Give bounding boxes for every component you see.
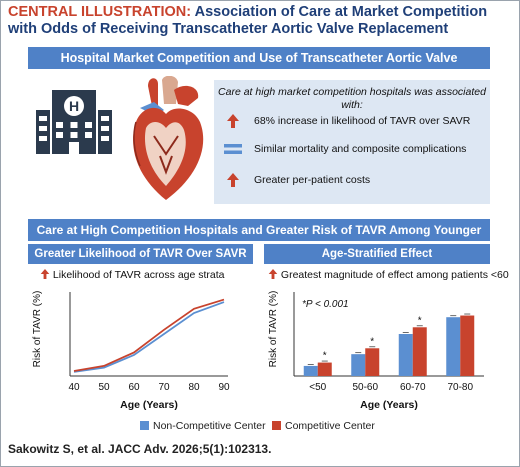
line-chart-x-tick: 60: [128, 382, 140, 393]
finding-text: Greater per-patient costs: [254, 174, 371, 186]
line-chart-x-tick: 70: [158, 382, 170, 393]
bar-competitive: [412, 327, 427, 376]
legend-label: Competitive Center: [285, 420, 375, 432]
right-chart-note: Greatest magnitude of effect among patie…: [268, 268, 509, 282]
right-chart-note-text: Greatest magnitude of effect among patie…: [280, 269, 509, 281]
bar-competitive: [317, 362, 332, 376]
legend-swatch: [272, 421, 281, 430]
left-chart-note-text: Likelihood of TAVR across age strata: [52, 269, 225, 281]
up-arrow-icon: [227, 173, 239, 187]
legend-swatch: [140, 421, 149, 430]
heart-illustration: [133, 76, 204, 200]
bar-noncompetitive: [446, 317, 461, 376]
line-chart-x-tick: 90: [218, 382, 230, 393]
findings-panel: Care at high market competition hospital…: [214, 80, 490, 204]
hospital-icon: H: [36, 90, 112, 154]
section2-banner: Care at High Competition Hospitals and G…: [28, 219, 490, 259]
line-chart: Risk of TAVR (%) 40 50 60 70 80 90 Age (Years…: [32, 291, 230, 411]
bar-chart-x-tick: 60-70: [400, 382, 426, 393]
svg-text:H: H: [69, 98, 79, 114]
bar-chart-annotation: *P < 0.001: [302, 299, 349, 310]
citation: Sakowitz S, et al. JACC Adv. 2026;5(1):1…: [8, 442, 272, 456]
equals-icon: [224, 144, 242, 154]
bar-noncompetitive: [351, 354, 366, 376]
legend-item-competitive: Competitive Center: [272, 420, 375, 432]
legend-item-noncompetitive: Non-Competitive Center: [140, 420, 266, 432]
up-arrow-icon: [40, 269, 50, 279]
bar-competitive: [365, 348, 380, 376]
bar-chart-x-tick: 50-60: [352, 382, 378, 393]
line-chart-x-tick: 50: [98, 382, 110, 393]
figure-title: CENTRAL ILLUSTRATION: Association of Car…: [8, 4, 508, 38]
line-chart-x-tick: 80: [188, 382, 200, 393]
title-label: CENTRAL ILLUSTRATION:: [8, 4, 192, 20]
up-arrow-icon: [268, 269, 278, 279]
bar-chart-x-tick: 70-80: [447, 382, 473, 393]
significance-marker: *: [370, 336, 374, 347]
left-chart-title: Greater Likelihood of TAVR Over SAVR: [28, 244, 253, 264]
bar-noncompetitive: [398, 334, 413, 376]
bar-chart-xlabel: Age (Years): [360, 399, 418, 411]
left-chart-note: Likelihood of TAVR across age strata: [40, 268, 225, 282]
bar-competitive: [460, 315, 475, 376]
line-series-noncompetitive: [73, 301, 225, 373]
bar-chart-x-tick: <50: [309, 382, 326, 393]
line-chart-ylabel: Risk of TAVR (%): [32, 291, 43, 368]
bar-chart: *P < 0.001 Risk of TAVR (%) * <50 * 50-60 * 6…: [268, 291, 484, 411]
section1-banner: Hospital Market Competition and Use of T…: [28, 47, 490, 87]
finding-text: Similar mortality and composite complica…: [254, 143, 467, 155]
up-arrow-icon: [227, 114, 239, 128]
finding-text: 68% increase in likelihood of TAVR over …: [254, 115, 471, 127]
line-series-competitive: [73, 298, 225, 372]
bar-chart-ylabel: Risk of TAVR (%): [268, 291, 279, 368]
right-chart-title: Age-Stratified Effect: [264, 244, 490, 264]
bar-noncompetitive: [303, 365, 318, 376]
title-text: Association of Care at Market Competitio…: [8, 4, 488, 37]
legend-label: Non-Competitive Center: [153, 420, 266, 432]
line-chart-xlabel: Age (Years): [120, 399, 178, 411]
significance-marker: *: [323, 351, 327, 362]
findings-header: Care at high market competition hospital…: [218, 86, 486, 111]
line-chart-x-tick: 40: [68, 382, 80, 393]
significance-marker: *: [418, 315, 422, 326]
